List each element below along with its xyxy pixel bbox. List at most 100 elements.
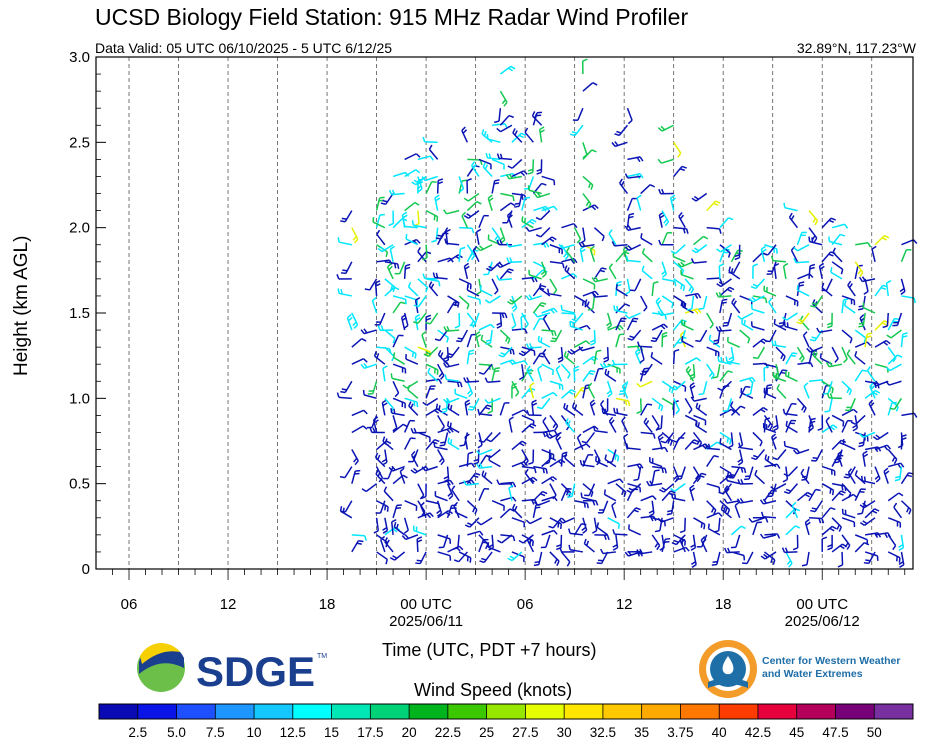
barb-shaft [489,448,501,459]
barb-flag [821,536,828,540]
wind-barb [759,533,777,539]
barb-flag [673,475,678,480]
barb-shaft [615,317,623,331]
barb-flag [766,456,770,462]
barb-shaft [693,261,707,264]
barb-shaft [874,320,885,331]
barb-shaft [739,499,754,504]
barb-flag [886,280,892,284]
barb-flag [402,214,408,219]
wind-barb [549,244,563,255]
wind-barb [569,312,584,324]
barb-shaft [623,381,629,394]
barb-flag [733,300,737,306]
wind-barb [722,312,733,327]
wind-barb [498,346,513,358]
barb-flag [698,307,704,310]
barb-flag [817,427,823,431]
barb-flag [377,471,381,477]
barb-flag [625,443,629,449]
wind-barb [560,551,571,567]
wind-barb [351,469,361,484]
barb-shaft [796,282,801,297]
barb-flag [664,221,670,227]
wind-barb [852,415,859,432]
barb-flag [439,444,445,447]
barb-flag [645,419,650,426]
barb-flag [660,440,666,444]
barb-shaft [717,517,721,531]
barb-flag [573,368,580,372]
wind-barb [636,194,642,211]
barb-flag [809,427,814,432]
barb-shaft [760,248,766,262]
barb-shaft [593,330,596,344]
barb-flag [781,547,786,553]
x-tick-label: 12 [220,596,237,613]
wind-barb [545,431,562,439]
barb-flag [395,523,399,530]
barb-shaft [787,466,799,477]
barb-shaft [549,517,562,525]
barb-flag [843,358,848,364]
barb-shaft [574,499,588,505]
barb-shaft [404,238,417,246]
wind-barb [439,432,449,447]
wind-barb [734,501,741,519]
barb-flag [664,314,667,320]
barb-flag [525,519,531,525]
barb-shaft [802,335,810,348]
barb-shaft [403,312,409,326]
barb-shaft [425,244,428,258]
barb-flag [831,525,837,530]
barb-shaft [650,356,663,365]
wind-barb [496,239,512,246]
barb-shaft [564,457,576,468]
barb-flag [485,152,489,159]
barb-shaft [763,385,768,399]
barb-shaft [491,158,505,166]
barb-flag [364,535,367,541]
wind-barb [535,210,551,221]
wind-barb [434,491,448,502]
barb-shaft [675,380,686,391]
barb-flag [520,462,526,468]
barb-shaft [511,551,523,562]
barb-shaft [831,414,844,423]
barb-flag [818,518,822,524]
barb-shaft [660,312,674,317]
barb-flag [782,478,788,483]
barb-shaft [434,197,439,211]
barb-flag [747,338,751,344]
barb-flag [893,502,898,508]
barb-flag [544,461,550,465]
barb-shaft [529,517,542,525]
wind-barb [463,480,479,486]
wind-barb [574,499,589,509]
wind-barb [590,330,596,346]
barb-shaft [392,295,406,301]
barb-shaft [887,402,893,416]
barb-shaft [837,454,843,467]
wind-barb [482,162,493,177]
barb-flag [534,468,537,474]
colorbar-label: 30 [557,725,572,740]
barb-shaft [478,432,483,446]
barb-shaft [730,405,741,416]
barb-shaft [773,376,787,382]
barb-flag [860,475,864,481]
wind-barb [454,388,468,400]
barb-shaft [887,354,899,365]
wind-barb [863,551,876,565]
barb-shaft [572,406,584,416]
barb-flag [639,372,645,376]
wind-barb [685,365,695,382]
barb-flag [778,324,784,328]
barb-shaft [631,329,642,341]
wind-barb [452,534,460,550]
wind-barb [582,425,599,434]
barb-flag [594,276,599,282]
barb-shaft [453,505,460,519]
barb-shaft [782,265,787,279]
